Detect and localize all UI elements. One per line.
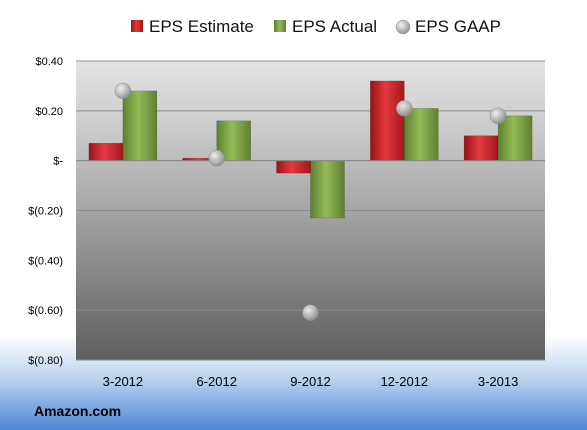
- bar-eps-actual-3-2012: [122, 90, 158, 161]
- marker-eps-gaap-3-2012: [114, 82, 132, 100]
- x-axis-ticks: 3-2012 6-2012 9-2012 12-2012 3-2013: [103, 374, 519, 389]
- y-axis-ticks: $0.40 $0.20 $- $(0.20) $(0.40) $(0.60) $(0.80): [28, 56, 63, 367]
- marker-eps-gaap-3-2013: [489, 107, 507, 125]
- legend-label-eps-gaap: EPS GAAP: [415, 17, 501, 36]
- y-tick-label: $(0.60): [28, 305, 63, 317]
- legend-label-eps-actual: EPS Actual: [292, 17, 377, 36]
- bar-eps-estimate-9-2012: [276, 160, 311, 174]
- bar-eps-actual-12-2012: [404, 108, 439, 161]
- x-tick-label: 3-2013: [478, 374, 518, 389]
- marker-eps-gaap-12-2012: [396, 100, 413, 117]
- bar-eps-estimate-3-2012: [88, 142, 124, 161]
- bar-eps-estimate-3-2013: [463, 135, 499, 161]
- marker-eps-gaap-6-2012: [208, 149, 225, 167]
- source-label: Amazon.com: [34, 403, 121, 419]
- legend-swatch-eps-gaap: [395, 19, 411, 35]
- x-tick-label: 12-2012: [380, 374, 428, 389]
- bar-eps-actual-3-2013: [497, 115, 533, 161]
- bar-eps-actual-9-2012: [310, 160, 345, 219]
- bar-eps-estimate-12-2012: [370, 80, 405, 161]
- y-tick-label: $-: [53, 156, 63, 168]
- y-tick-label: $0.20: [35, 106, 63, 118]
- legend-label-eps-estimate: EPS Estimate: [149, 17, 254, 36]
- legend-swatch-eps-actual: [274, 20, 286, 32]
- y-tick-label: $(0.20): [28, 206, 63, 218]
- y-tick-label: $(0.80): [28, 355, 63, 367]
- bars: [88, 80, 533, 219]
- gaap-markers: [114, 82, 507, 321]
- y-tick-label: $0.40: [35, 56, 63, 68]
- x-tick-label: 9-2012: [290, 374, 330, 389]
- x-tick-label: 6-2012: [196, 374, 236, 389]
- x-tick-label: 3-2012: [103, 374, 143, 389]
- legend-swatch-eps-estimate: [131, 20, 143, 32]
- y-tick-label: $(0.40): [28, 255, 63, 267]
- marker-eps-gaap-9-2012: [302, 304, 319, 321]
- legend: EPS Estimate EPS Actual EPS GAAP: [131, 17, 501, 36]
